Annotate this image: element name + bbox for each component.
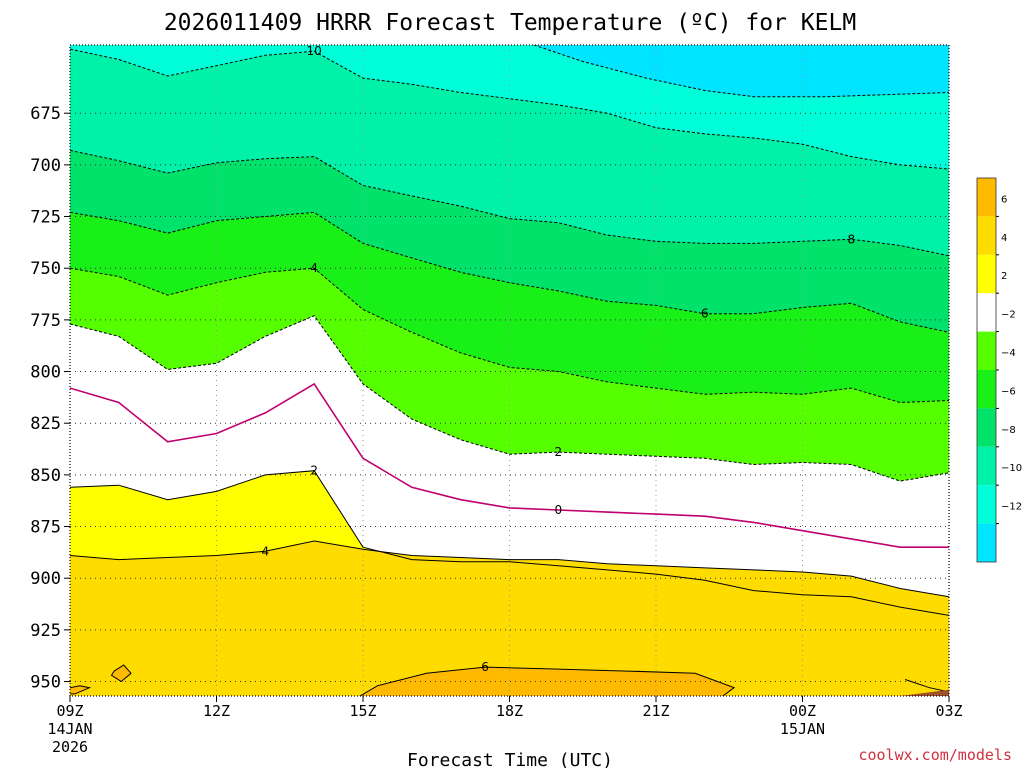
colorbar-swatch-4 [977, 331, 996, 370]
contour-2 [70, 470, 949, 616]
ytick-label-925: 925 [30, 621, 61, 641]
contour-label-0: 0 [555, 503, 563, 517]
xtick-label-12Z: 12Z [203, 702, 230, 720]
ytick-label-875: 875 [30, 518, 61, 538]
ytick-label-725: 725 [30, 208, 61, 228]
xtick-label-18Z: 18Z [496, 702, 523, 720]
contour--4 [70, 267, 949, 404]
contour-extra-4-4 [904, 679, 949, 693]
ytick-label-800: 800 [30, 363, 61, 383]
x-axis-label: Forecast Time (UTC) [407, 750, 613, 768]
colorbar-swatch-2 [977, 254, 996, 294]
colorbar-swatch-6 [977, 408, 996, 447]
colorbar-label-7: −10 [1001, 463, 1022, 474]
xtick-date-09Z: 14JAN [47, 720, 92, 738]
colorbar-swatch-9 [977, 523, 996, 562]
ytick-label-850: 850 [30, 466, 61, 486]
contour-label--10: 10 [307, 44, 322, 58]
contour-label--4: 4 [310, 261, 318, 275]
contour-label-2: 2 [310, 464, 318, 478]
contour-0 [70, 382, 949, 548]
ytick-label-900: 900 [30, 569, 61, 589]
colorbar-swatch-1 [977, 216, 996, 255]
contour-4 [70, 540, 949, 598]
contour-extra--12-0 [533, 45, 949, 98]
credit-text: coolwx.com/models [858, 746, 1012, 764]
colorbar-label-8: −12 [1001, 502, 1022, 513]
colorbar-label-5: −6 [1001, 386, 1016, 397]
band-fill-below-4 [70, 541, 949, 696]
xtick-label-21Z: 21Z [642, 702, 669, 720]
xtick-year-09Z: 2026 [52, 738, 88, 756]
xtick-label-15Z: 15Z [349, 702, 376, 720]
band-fill-above-6 [70, 685, 90, 694]
colorbar-legend: 6 4 2 −2 −4 −6 −8 −10 −12 [976, 177, 1022, 563]
contour-extra-6-3 [70, 685, 92, 695]
ytick-label-675: 675 [30, 104, 61, 124]
colorbar-swatch-0 [977, 178, 996, 217]
colorbar-label-0: 6 [1001, 194, 1007, 205]
xtick-label-09Z: 09Z [56, 702, 83, 720]
contour-label--6: 6 [701, 307, 709, 321]
ytick-label-775: 775 [30, 311, 61, 331]
contour--6 [70, 211, 949, 333]
colorbar-label-6: −8 [1001, 425, 1016, 436]
ytick-label-750: 750 [30, 259, 61, 279]
colorbar-label-4: −4 [1001, 348, 1016, 359]
axes: 67570072575077580082585087590092595009Z1… [30, 44, 963, 756]
band-fill-above-6 [360, 667, 735, 696]
xtick-label-03Z: 03Z [935, 702, 962, 720]
xtick-date-00Z: 15JAN [780, 720, 825, 738]
colorbar-label-3: −2 [1001, 310, 1016, 321]
band-fill-below-12 [533, 45, 949, 97]
chart-title: 2026011409 HRRR Forecast Temperature (ºC… [164, 10, 856, 36]
contour-extra-6-1 [359, 666, 736, 696]
colorbar-label-2: 2 [1001, 271, 1007, 282]
contour-label-4: 4 [262, 544, 270, 558]
contour--2 [70, 315, 949, 482]
colorbar-swatch-7 [977, 446, 996, 486]
ytick-label-700: 700 [30, 156, 61, 176]
contour-extra-6-2 [110, 664, 132, 683]
plot-area: 4 2 0 2 4 6 8 10 6 [70, 44, 949, 696]
colorbar-swatch-3 [977, 293, 996, 332]
colorbar-swatch-8 [977, 485, 996, 524]
contour--8 [70, 149, 949, 257]
contour-label--8: 8 [848, 232, 856, 246]
contour--10 [70, 48, 949, 170]
xtick-label-00Z: 00Z [789, 702, 816, 720]
ytick-label-825: 825 [30, 414, 61, 434]
ytick-label-950: 950 [30, 673, 61, 693]
contour-label--2: 2 [555, 445, 563, 459]
colorbar-swatch-5 [977, 370, 996, 409]
contour-label-extra-1: 6 [481, 660, 489, 674]
colorbar-label-1: 4 [1001, 233, 1007, 244]
